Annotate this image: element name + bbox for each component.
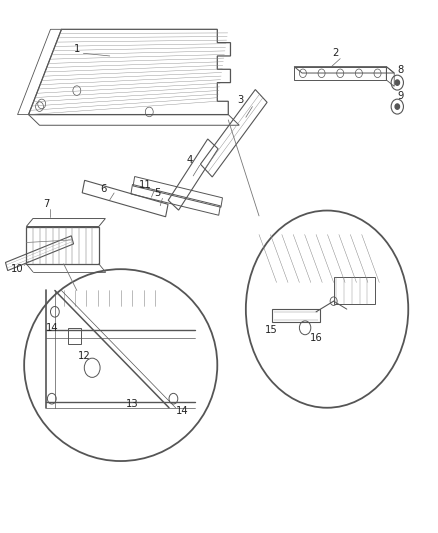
Text: 13: 13 [125, 399, 138, 409]
Text: 9: 9 [396, 91, 403, 101]
Text: 5: 5 [154, 188, 160, 198]
Text: 10: 10 [11, 264, 24, 274]
Text: 2: 2 [332, 49, 338, 58]
Text: 6: 6 [100, 184, 106, 194]
Text: 8: 8 [396, 66, 403, 75]
Circle shape [394, 104, 399, 109]
Text: 12: 12 [78, 351, 91, 361]
Text: 11: 11 [138, 180, 151, 190]
Text: 1: 1 [74, 44, 80, 54]
Text: 7: 7 [43, 199, 49, 208]
Text: 15: 15 [264, 326, 277, 335]
Text: 14: 14 [176, 407, 188, 416]
Text: 16: 16 [309, 333, 322, 343]
Text: 3: 3 [237, 95, 243, 105]
Circle shape [394, 80, 399, 85]
Text: 4: 4 [186, 155, 192, 165]
Text: 14: 14 [46, 323, 58, 333]
